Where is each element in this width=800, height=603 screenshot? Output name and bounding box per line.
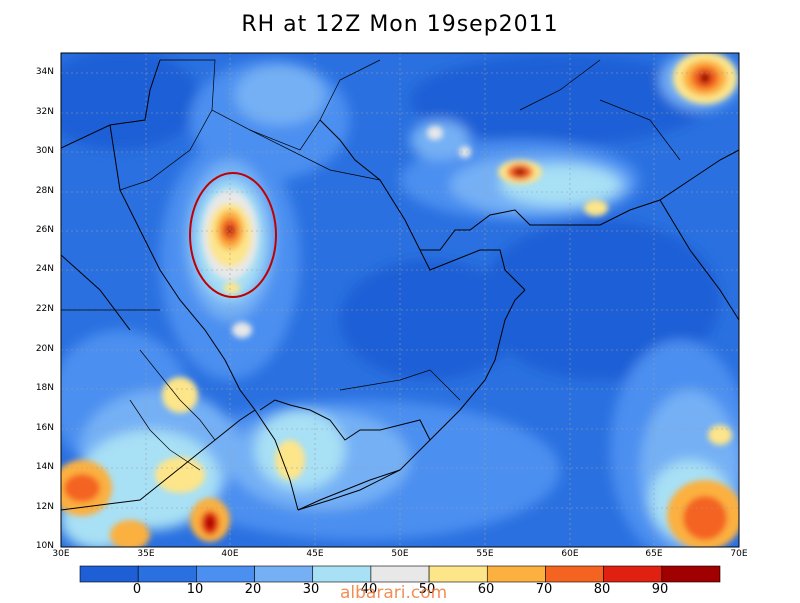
lat-label-28n: 28N (35, 186, 54, 196)
lat-label-32n: 32N (35, 107, 54, 117)
colorbar-label-50: 50 (418, 582, 436, 597)
lat-label-26n: 26N (35, 225, 54, 235)
colorbar-swatch (196, 565, 255, 583)
colorbar-label-60: 60 (477, 582, 495, 597)
colorbar-swatch (428, 565, 488, 583)
colorbar-label-70: 70 (535, 582, 553, 597)
colorbar-swatch (603, 565, 663, 583)
lat-label-10n: 10N (35, 541, 54, 551)
lon-label-30e: 30E (52, 549, 70, 559)
lon-label-60e: 60E (561, 549, 579, 559)
colorbar-swatch (312, 565, 372, 583)
colorbar (79, 565, 721, 583)
lon-label-70e: 70E (730, 549, 748, 559)
colorbar-label-10: 10 (186, 582, 204, 597)
colorbar-swatch (254, 565, 314, 583)
colorbar-swatch (137, 565, 197, 583)
lon-label-35e: 35E (137, 549, 155, 559)
colorbar-swatch (486, 565, 546, 583)
colorbar-label-90: 90 (651, 582, 669, 597)
lon-label-45e: 45E (306, 549, 324, 559)
colorbar-swatch (545, 565, 604, 583)
colorbar-swatch (661, 565, 721, 583)
lat-label-18n: 18N (35, 383, 54, 393)
watermark: albarari.com (340, 583, 448, 603)
lon-label-40e: 40E (221, 549, 239, 559)
rh-field (61, 53, 739, 547)
colorbar-swatch (370, 565, 430, 583)
colorbar-label-30: 30 (302, 582, 320, 597)
colorbar-swatch (79, 565, 139, 583)
country-borders (61, 59, 681, 471)
lon-label-65e: 65E (645, 549, 663, 559)
lat-label-30n: 30N (35, 146, 54, 156)
lon-label-55e: 55E (476, 549, 494, 559)
lat-label-20n: 20N (35, 344, 54, 354)
map-frame (60, 52, 740, 548)
lat-label-24n: 24N (35, 264, 54, 274)
highlight-ellipse (189, 172, 277, 298)
lat-label-16n: 16N (35, 423, 54, 433)
colorbar-label-40: 40 (360, 582, 378, 597)
lat-label-14n: 14N (35, 462, 54, 472)
coastlines (61, 59, 739, 511)
lat-label-22n: 22N (35, 304, 54, 314)
lat-lon-grid (61, 53, 739, 547)
lat-label-34n: 34N (35, 67, 54, 77)
colorbar-label-0: 0 (132, 582, 142, 597)
map-title: RH at 12Z Mon 19sep2011 (241, 12, 559, 37)
lon-label-50e: 50E (391, 549, 409, 559)
lat-label-12n: 12N (35, 502, 54, 512)
colorbar-label-20: 20 (244, 582, 262, 597)
colorbar-label-80: 80 (593, 582, 611, 597)
